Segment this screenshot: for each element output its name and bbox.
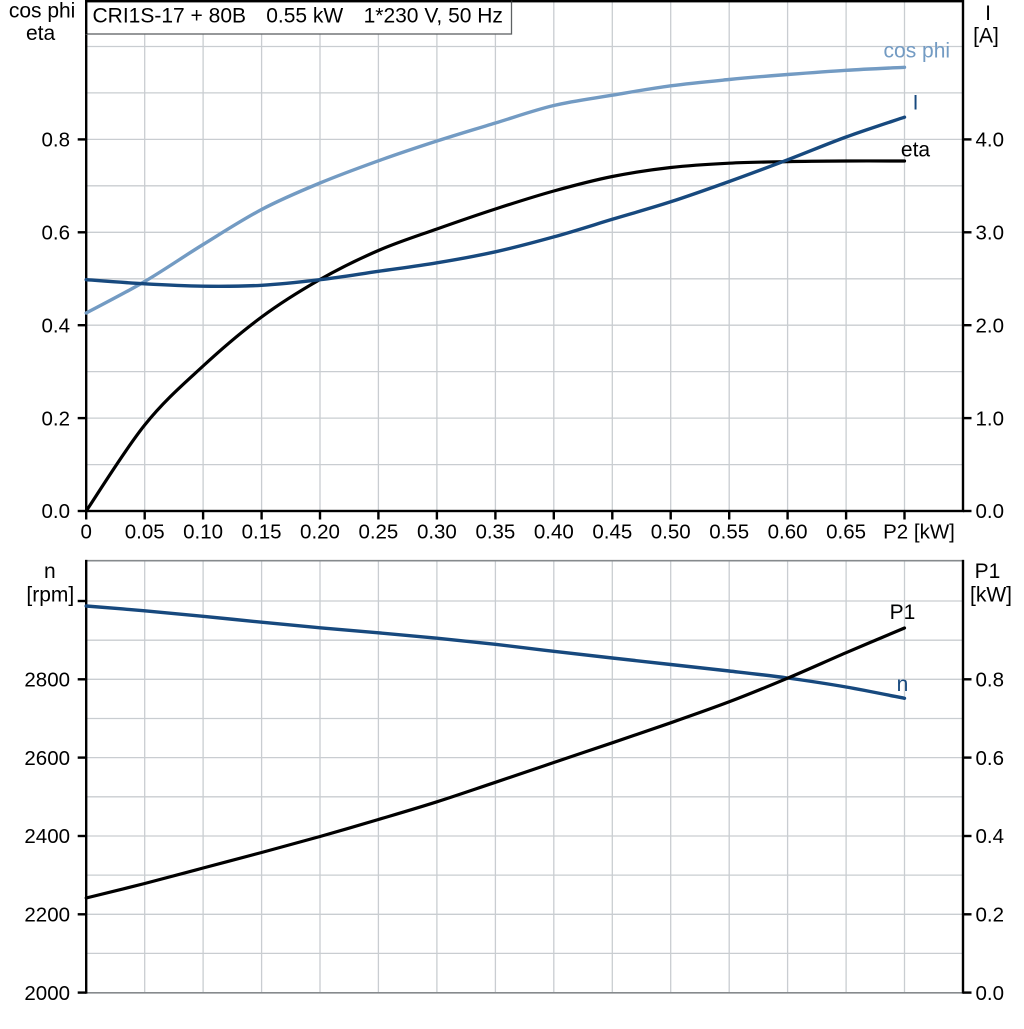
svg-text:3.0: 3.0 xyxy=(976,222,1005,245)
svg-text:0.35: 0.35 xyxy=(475,521,515,544)
svg-text:0.55: 0.55 xyxy=(709,521,749,544)
svg-text:0.60: 0.60 xyxy=(768,521,808,544)
svg-text:0.8: 0.8 xyxy=(42,129,71,152)
svg-text:2200: 2200 xyxy=(24,904,70,927)
svg-text:eta: eta xyxy=(26,22,56,45)
svg-text:0.40: 0.40 xyxy=(534,521,574,544)
svg-text:cos phi: cos phi xyxy=(884,40,951,63)
svg-text:n: n xyxy=(44,560,56,583)
svg-text:0.0: 0.0 xyxy=(976,982,1005,1005)
svg-text:0.2: 0.2 xyxy=(42,407,71,430)
svg-text:2400: 2400 xyxy=(24,825,70,848)
svg-text:[rpm]: [rpm] xyxy=(26,584,74,607)
svg-text:0.25: 0.25 xyxy=(358,521,398,544)
svg-text:0.50: 0.50 xyxy=(651,521,691,544)
svg-text:CRI1S-17 + 80B: CRI1S-17 + 80B xyxy=(93,4,247,27)
svg-text:0.2: 0.2 xyxy=(976,904,1005,927)
svg-text:[A]: [A] xyxy=(973,25,999,48)
svg-text:n: n xyxy=(897,673,909,696)
svg-text:2.0: 2.0 xyxy=(976,314,1005,337)
svg-text:0.55 kW: 0.55 kW xyxy=(266,4,343,27)
svg-text:I: I xyxy=(985,2,991,25)
svg-text:[kW]: [kW] xyxy=(970,584,1012,607)
svg-text:0.30: 0.30 xyxy=(417,521,457,544)
svg-text:0.6: 0.6 xyxy=(42,222,71,245)
svg-text:0.15: 0.15 xyxy=(242,521,282,544)
svg-text:0.4: 0.4 xyxy=(42,314,71,337)
svg-text:0.0: 0.0 xyxy=(42,500,71,523)
svg-text:0.8: 0.8 xyxy=(976,669,1005,692)
svg-text:0.4: 0.4 xyxy=(976,825,1005,848)
svg-text:P2 [kW]: P2 [kW] xyxy=(883,521,955,544)
svg-text:0.20: 0.20 xyxy=(300,521,340,544)
svg-text:0: 0 xyxy=(80,521,91,544)
svg-text:0.6: 0.6 xyxy=(976,747,1005,770)
svg-text:0.05: 0.05 xyxy=(125,521,165,544)
svg-text:2600: 2600 xyxy=(24,747,70,770)
svg-text:eta: eta xyxy=(901,138,931,161)
svg-text:I: I xyxy=(913,92,919,115)
svg-text:2000: 2000 xyxy=(24,982,70,1005)
svg-text:1.0: 1.0 xyxy=(976,407,1005,430)
svg-text:0.10: 0.10 xyxy=(183,521,223,544)
svg-text:P1: P1 xyxy=(975,560,1001,583)
svg-text:P1: P1 xyxy=(890,601,916,624)
svg-text:1*230 V, 50 Hz: 1*230 V, 50 Hz xyxy=(364,4,503,27)
svg-text:2800: 2800 xyxy=(24,669,70,692)
svg-text:cos phi: cos phi xyxy=(9,0,76,23)
svg-text:0.0: 0.0 xyxy=(976,500,1005,523)
svg-text:0.65: 0.65 xyxy=(826,521,866,544)
svg-text:4.0: 4.0 xyxy=(976,129,1005,152)
svg-text:0.45: 0.45 xyxy=(592,521,632,544)
